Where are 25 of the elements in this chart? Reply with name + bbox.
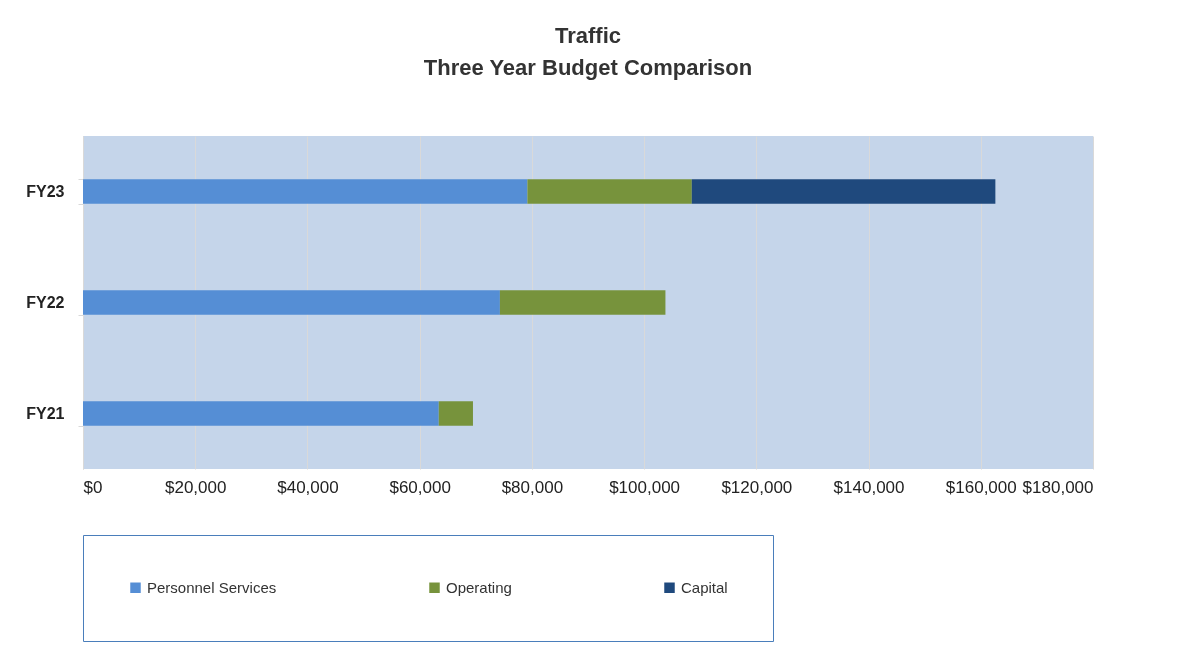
legend-label: Capital — [681, 578, 728, 596]
x-tick-label: $80,000 — [501, 477, 564, 497]
chart-title: Traffic — [554, 23, 622, 48]
legend-label: Operating — [446, 578, 512, 596]
bar — [83, 401, 439, 426]
x-tick-label: $100,000 — [609, 477, 681, 497]
bar — [499, 290, 666, 315]
x-tick-label: $160,000 — [945, 477, 1017, 497]
bar — [691, 179, 996, 204]
x-tick-label: $180,000 — [1022, 477, 1094, 497]
x-tick-label: $120,000 — [721, 477, 793, 497]
bar — [527, 179, 692, 204]
x-tick-label: $40,000 — [277, 477, 339, 497]
x-tick-label: $60,000 — [389, 477, 451, 497]
legend-label: Personnel Services — [147, 578, 277, 596]
bar — [83, 290, 500, 315]
y-tick-label: FY21 — [26, 405, 65, 422]
bar — [83, 179, 528, 204]
y-tick-label: FY22 — [26, 294, 65, 311]
x-tick-label: $0 — [83, 477, 103, 497]
y-tick-label: FY23 — [26, 183, 65, 200]
bar — [438, 401, 473, 426]
x-tick-label: $20,000 — [165, 477, 227, 497]
chart-subtitle: Three Year Budget Comparison — [423, 55, 753, 80]
x-tick-label: $140,000 — [833, 477, 905, 497]
